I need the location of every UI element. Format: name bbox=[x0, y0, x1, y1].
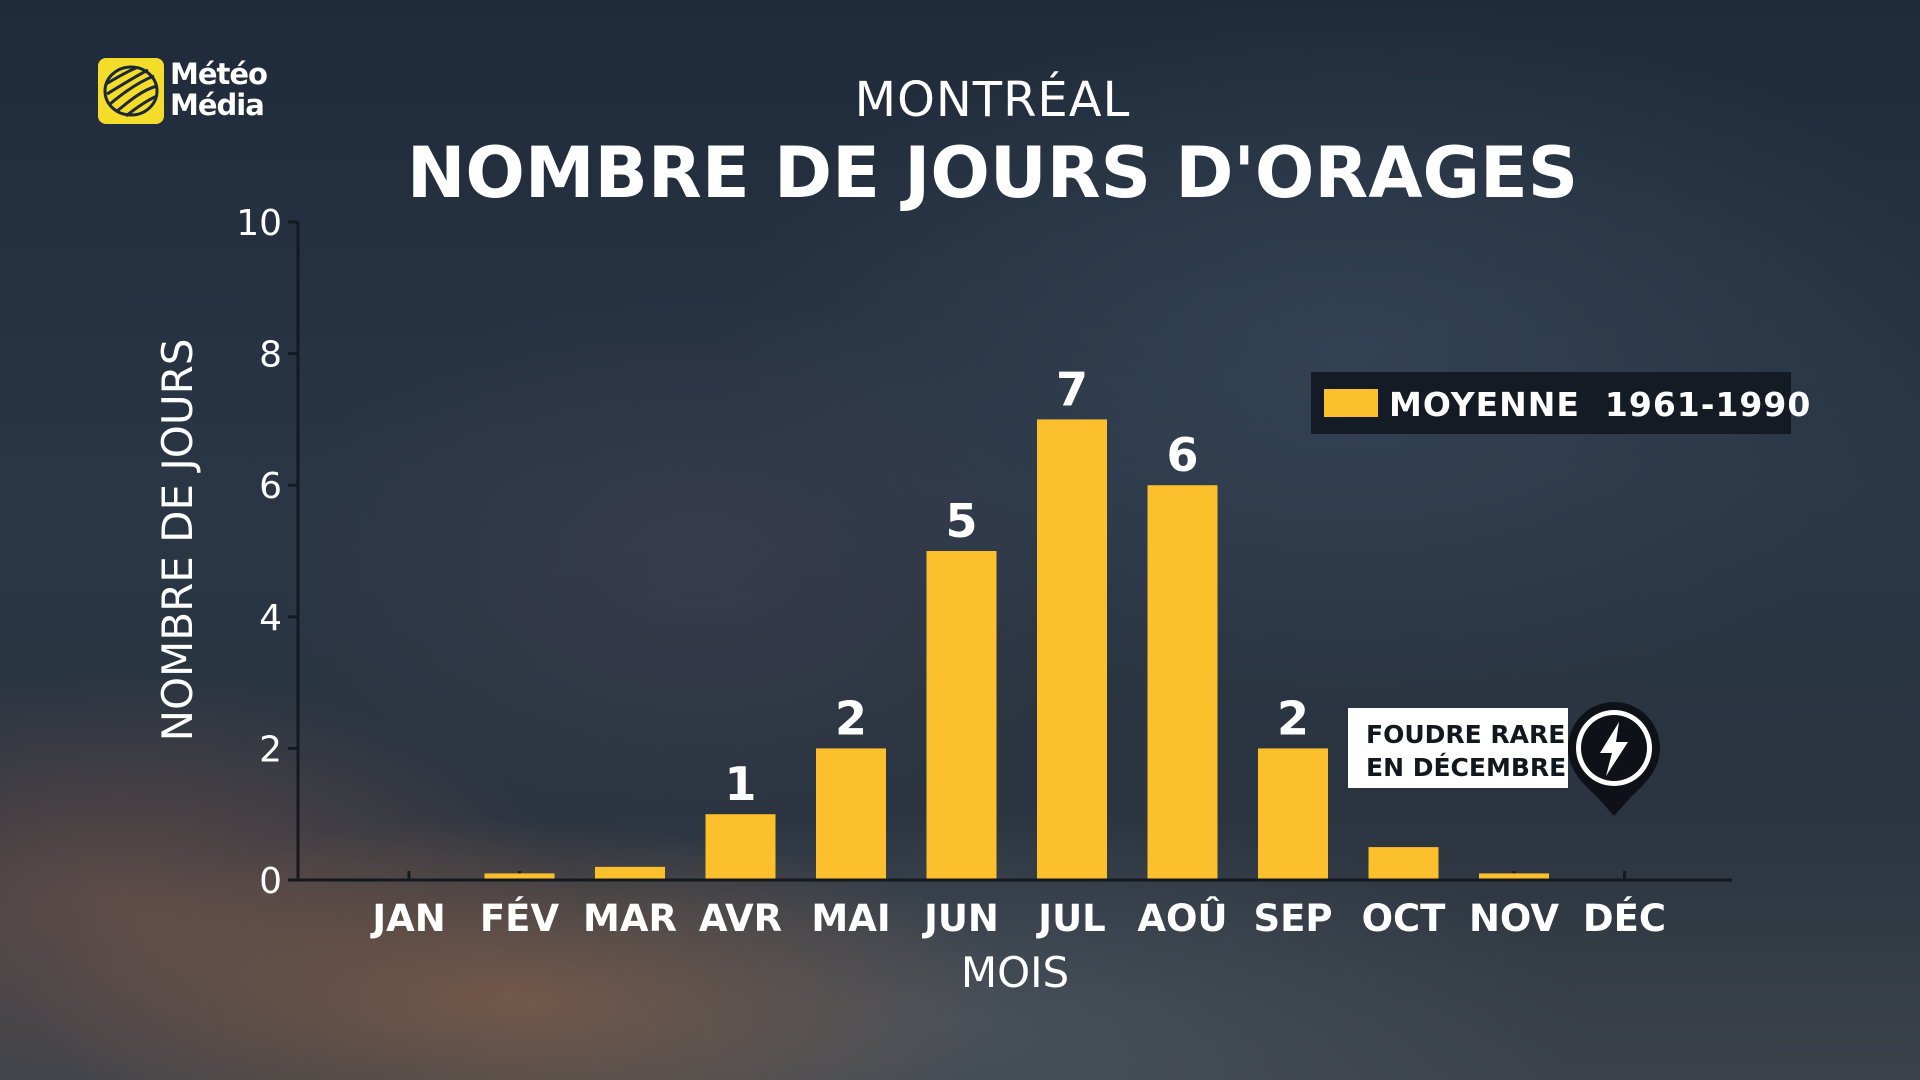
y-axis-label: NOMBRE DE JOURS bbox=[153, 339, 202, 742]
meteomedia-logo: Météo Média bbox=[98, 58, 288, 128]
data-label: 1 bbox=[724, 757, 756, 811]
legend-label: MOYENNE 1961-1990 bbox=[1389, 385, 1812, 424]
lightning-bolt-icon bbox=[1568, 702, 1660, 816]
callout-box: FOUDRE RARE EN DÉCEMBRE bbox=[1348, 708, 1568, 788]
bar-sep bbox=[1258, 748, 1328, 879]
x-tick-label: JUL bbox=[1035, 897, 1105, 940]
bar-nov bbox=[1479, 873, 1549, 879]
bar-mar bbox=[595, 866, 665, 879]
y-tick-label: 0 bbox=[259, 861, 282, 902]
data-label: 7 bbox=[1056, 362, 1088, 416]
bar-fév bbox=[484, 873, 555, 879]
chart-subtitle: MONTRÉAL bbox=[854, 72, 1131, 128]
callout-line1: FOUDRE RARE bbox=[1366, 720, 1566, 749]
bar-avr bbox=[705, 814, 776, 879]
globe-logo-icon bbox=[98, 58, 164, 124]
y-tick-label: 10 bbox=[236, 203, 282, 244]
x-axis-label: MOIS bbox=[961, 948, 1069, 997]
x-tick-label: MAI bbox=[811, 897, 890, 940]
data-label: 5 bbox=[945, 494, 977, 548]
data-label: 6 bbox=[1166, 428, 1198, 482]
bar-jul bbox=[1037, 419, 1107, 879]
data-label: 2 bbox=[1277, 691, 1309, 745]
chart-title: NOMBRE DE JOURS D'ORAGES bbox=[406, 132, 1579, 214]
y-tick-label: 2 bbox=[259, 729, 282, 770]
y-tick-label: 6 bbox=[259, 466, 282, 507]
x-tick-label: AOÛ bbox=[1137, 896, 1227, 940]
x-tick-label: JUN bbox=[921, 897, 999, 940]
data-label: 2 bbox=[835, 691, 867, 745]
callout-line2: EN DÉCEMBRE bbox=[1366, 753, 1567, 782]
bar-oct bbox=[1368, 847, 1439, 879]
bar-jun bbox=[926, 551, 997, 879]
x-tick-label: SEP bbox=[1253, 897, 1332, 940]
x-tick-label: OCT bbox=[1362, 897, 1447, 940]
legend-swatch bbox=[1324, 389, 1378, 417]
legend: MOYENNE 1961-1990 bbox=[1311, 372, 1810, 434]
x-tick-label: MAR bbox=[583, 897, 677, 940]
logo-text-line2: Média bbox=[170, 88, 265, 122]
bar-aoû bbox=[1147, 485, 1218, 879]
x-tick-label: NOV bbox=[1469, 897, 1559, 940]
bar-mai bbox=[816, 748, 886, 879]
logo-text-line1: Météo bbox=[170, 57, 268, 91]
y-tick-label: 4 bbox=[259, 598, 282, 639]
x-tick-label: AVR bbox=[699, 897, 782, 940]
x-tick-label: FÉV bbox=[480, 896, 560, 940]
x-tick-label: JAN bbox=[369, 897, 445, 940]
x-tick-label: DÉC bbox=[1583, 896, 1666, 940]
y-tick-label: 8 bbox=[259, 335, 282, 376]
